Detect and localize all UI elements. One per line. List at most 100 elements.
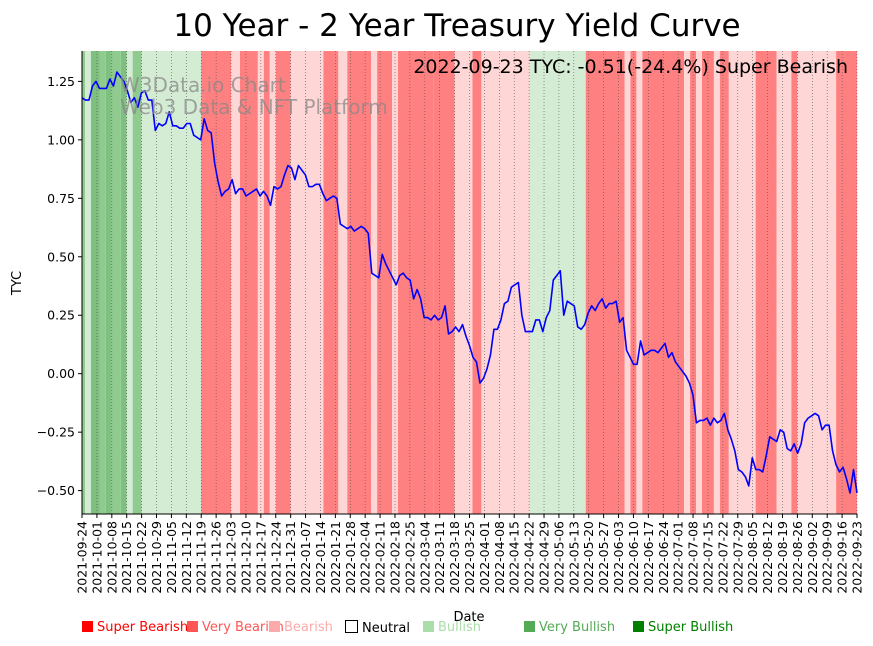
x-tick-label: 2022-09-02 [805, 521, 820, 594]
x-tick-label: 2022-04-15 [507, 521, 522, 594]
x-tick-label: 2021-10-29 [149, 521, 164, 594]
regime-band-very-bearish [377, 51, 392, 514]
x-tick-label: 2022-04-22 [522, 521, 537, 594]
regime-band-super-bullish [90, 51, 100, 514]
x-ticks: 2021-09-24 2021-10-01 2021-10-08 2021-10-15… [75, 514, 865, 594]
legend-swatch [423, 621, 434, 632]
x-tick-label: 2022-02-11 [373, 521, 388, 594]
y-tick-label: −0.25 [37, 425, 75, 440]
y-tick-label: 0.50 [47, 249, 75, 264]
watermark-line-2: Web3 Data & NFT Platform [120, 95, 388, 119]
x-tick-label: 2021-12-10 [238, 521, 253, 594]
regime-band-bearish [231, 51, 240, 514]
x-tick-label: 2022-05-06 [551, 521, 566, 594]
x-tick-label: 2022-07-08 [686, 521, 701, 594]
vertical-gridlines [81, 51, 858, 514]
regime-band-bearish [696, 51, 702, 514]
regime-band-bearish [371, 51, 378, 514]
x-tick-label: 2022-03-25 [462, 521, 477, 594]
legend-swatch [524, 621, 535, 632]
status-annotation: 2022-09-23 TYC: -0.51(-24.4%) Super Bear… [413, 56, 848, 78]
x-tick-label: 2021-10-22 [134, 521, 149, 594]
regime-band-bearish [624, 51, 631, 514]
legend-item-very-bullish: Very Bullish [524, 620, 615, 635]
y-tick-label: 0.75 [47, 191, 75, 206]
x-tick-label: 2022-01-14 [313, 521, 328, 594]
legend-item-bearish: Bearish [269, 620, 333, 635]
legend-label: Very Bullish [539, 620, 616, 635]
x-tick-label: 2021-10-01 [89, 521, 104, 594]
x-tick-label: 2022-01-28 [343, 521, 358, 594]
y-axis-label: TYC [10, 271, 25, 296]
regime-band-bullish [84, 51, 91, 514]
regime-band-very-bullish [111, 51, 121, 514]
regime-band-bearish [454, 51, 473, 514]
x-tick-label: 2022-06-17 [641, 521, 656, 594]
chart-title: 10 Year - 2 Year Treasury Yield Curve [173, 8, 740, 44]
watermark-line-1: W3Data.io Chart [120, 73, 286, 97]
x-tick-label: 2022-09-16 [835, 521, 850, 594]
x-tick-label: 2021-12-17 [253, 521, 268, 594]
regime-band-very-bearish [347, 51, 372, 514]
y-tick-label: 1.25 [47, 74, 75, 89]
legend-item-super-bearish: Super Bearish [82, 620, 188, 635]
x-tick-label: 2022-05-13 [566, 521, 581, 594]
x-tick-label: 2021-11-19 [194, 521, 209, 594]
x-tick-label: 2022-03-11 [432, 521, 447, 594]
legend-swatch [345, 620, 358, 633]
x-tick-label: 2022-04-29 [537, 521, 552, 594]
x-tick-label: 2022-03-18 [447, 521, 462, 594]
x-tick-label: 2022-07-15 [700, 521, 715, 594]
x-tick-label: 2022-08-19 [775, 521, 790, 594]
tyc-series [81, 71, 858, 494]
x-tick-label: 2022-02-18 [387, 521, 402, 594]
x-tick-label: 2021-11-05 [164, 521, 179, 594]
regime-band-very-bearish [397, 51, 434, 514]
y-tick-label: −0.50 [37, 483, 75, 498]
y-tick-label: 0.25 [47, 308, 75, 323]
legend-swatch [269, 621, 280, 632]
x-tick-label: 2021-12-24 [268, 521, 283, 594]
x-tick-label: 2021-11-12 [179, 521, 194, 594]
x-tick-label: 2022-07-22 [715, 521, 730, 594]
regime-band-bearish [684, 51, 691, 514]
legend-swatch [82, 621, 93, 632]
regime-band-very-bullish [132, 51, 142, 514]
regime-band-bearish [481, 51, 530, 514]
regime-band-very-bearish [433, 51, 455, 514]
x-tick-label: 2022-02-25 [402, 521, 417, 594]
x-tick-label: 2022-07-29 [730, 521, 745, 594]
regime-band-very-bearish [472, 51, 482, 514]
x-tick-label: 2021-11-26 [209, 521, 224, 594]
legend-label: Bullish [438, 620, 482, 635]
x-tick-label: 2021-12-31 [283, 521, 298, 594]
x-tick-label: 2022-04-08 [492, 521, 507, 594]
legend-swatch [187, 621, 198, 632]
x-tick-label: 2022-07-01 [671, 521, 686, 594]
legend: Super Bearish Very Bearish Bearish Neutral B… [82, 620, 862, 638]
regime-band-very-bearish [755, 51, 777, 514]
series-line-tyc [81, 71, 858, 494]
regime-band-very-bearish [791, 51, 798, 514]
regime-band-very-bearish [585, 51, 625, 514]
x-tick-label: 2022-05-27 [596, 521, 611, 594]
x-tick-label: 2022-02-04 [358, 521, 373, 594]
regime-band-bearish [797, 51, 837, 514]
y-tick-label: 0.00 [47, 366, 75, 381]
x-tick-label: 2022-08-05 [745, 521, 760, 594]
regime-band-bearish [713, 51, 720, 514]
regime-band-very-bullish [99, 51, 106, 514]
regime-band-bearish [338, 51, 348, 514]
legend-label: Neutral [362, 621, 410, 636]
y-tick-label: 1.00 [47, 132, 75, 147]
regime-band-super-bullish [105, 51, 112, 514]
x-tick-label: 2022-06-24 [656, 521, 671, 594]
x-tick-label: 2021-09-24 [75, 521, 90, 594]
x-tick-label: 2022-08-12 [760, 521, 775, 594]
legend-item-super-bullish: Super Bullish [633, 620, 733, 635]
legend-item-bullish: Bullish [423, 620, 481, 635]
x-tick-label: 2022-01-07 [298, 521, 313, 594]
x-tick-label: 2022-09-23 [850, 521, 865, 594]
legend-label: Bearish [284, 620, 333, 635]
